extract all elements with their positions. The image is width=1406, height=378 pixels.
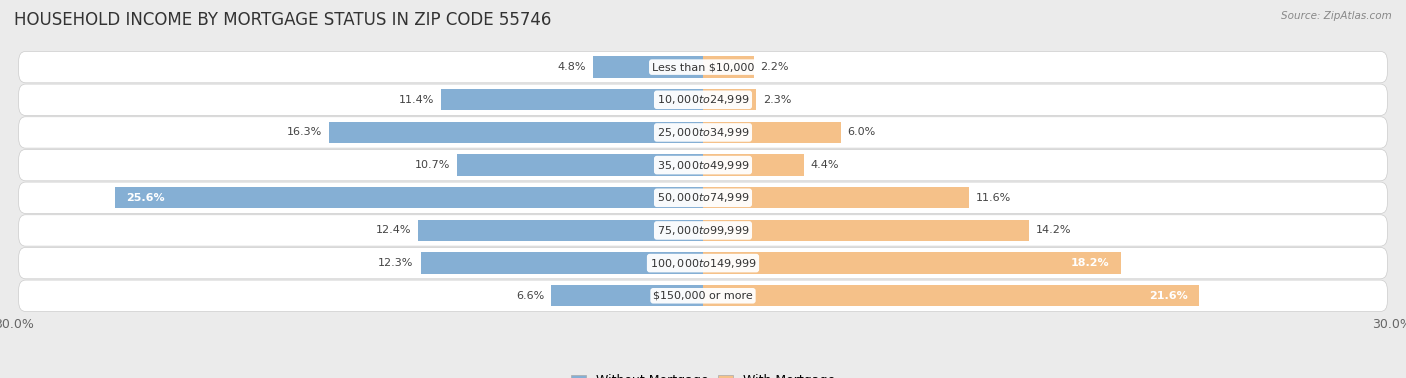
Bar bbox=[420, 253, 703, 274]
Text: 21.6%: 21.6% bbox=[1149, 291, 1188, 301]
FancyBboxPatch shape bbox=[18, 182, 1388, 214]
Text: 2.2%: 2.2% bbox=[761, 62, 789, 72]
Bar bbox=[551, 285, 703, 307]
Bar bbox=[115, 187, 703, 208]
Text: 11.4%: 11.4% bbox=[399, 95, 434, 105]
Text: Less than $10,000: Less than $10,000 bbox=[652, 62, 754, 72]
FancyBboxPatch shape bbox=[18, 51, 1388, 83]
Text: 10.7%: 10.7% bbox=[415, 160, 450, 170]
Bar bbox=[329, 122, 703, 143]
Text: 4.8%: 4.8% bbox=[557, 62, 586, 72]
Legend: Without Mortgage, With Mortgage: Without Mortgage, With Mortgage bbox=[565, 369, 841, 378]
Text: 6.6%: 6.6% bbox=[516, 291, 544, 301]
Text: 12.3%: 12.3% bbox=[378, 258, 413, 268]
FancyBboxPatch shape bbox=[18, 149, 1388, 181]
Bar bbox=[457, 155, 703, 176]
Text: 4.4%: 4.4% bbox=[811, 160, 839, 170]
FancyBboxPatch shape bbox=[18, 280, 1388, 311]
Text: HOUSEHOLD INCOME BY MORTGAGE STATUS IN ZIP CODE 55746: HOUSEHOLD INCOME BY MORTGAGE STATUS IN Z… bbox=[14, 11, 551, 29]
Bar bbox=[703, 220, 1029, 241]
Text: 12.4%: 12.4% bbox=[375, 225, 412, 235]
Text: $150,000 or more: $150,000 or more bbox=[654, 291, 752, 301]
Text: 14.2%: 14.2% bbox=[1036, 225, 1071, 235]
FancyBboxPatch shape bbox=[18, 117, 1388, 148]
FancyBboxPatch shape bbox=[18, 84, 1388, 115]
Text: 18.2%: 18.2% bbox=[1071, 258, 1109, 268]
Bar bbox=[703, 285, 1199, 307]
Text: Source: ZipAtlas.com: Source: ZipAtlas.com bbox=[1281, 11, 1392, 21]
Bar bbox=[703, 56, 754, 78]
FancyBboxPatch shape bbox=[18, 215, 1388, 246]
Text: $100,000 to $149,999: $100,000 to $149,999 bbox=[650, 257, 756, 270]
Text: 16.3%: 16.3% bbox=[287, 127, 322, 138]
FancyBboxPatch shape bbox=[18, 248, 1388, 279]
Text: 2.3%: 2.3% bbox=[762, 95, 792, 105]
Bar bbox=[703, 89, 756, 110]
Bar bbox=[441, 89, 703, 110]
Bar bbox=[703, 187, 969, 208]
Bar bbox=[703, 253, 1121, 274]
Bar bbox=[593, 56, 703, 78]
Text: 6.0%: 6.0% bbox=[848, 127, 876, 138]
Text: 11.6%: 11.6% bbox=[976, 193, 1011, 203]
Text: $10,000 to $24,999: $10,000 to $24,999 bbox=[657, 93, 749, 106]
Text: $35,000 to $49,999: $35,000 to $49,999 bbox=[657, 159, 749, 172]
Bar bbox=[418, 220, 703, 241]
Text: $75,000 to $99,999: $75,000 to $99,999 bbox=[657, 224, 749, 237]
Bar bbox=[703, 155, 804, 176]
Text: $25,000 to $34,999: $25,000 to $34,999 bbox=[657, 126, 749, 139]
Text: $50,000 to $74,999: $50,000 to $74,999 bbox=[657, 191, 749, 204]
Bar bbox=[703, 122, 841, 143]
Text: 25.6%: 25.6% bbox=[127, 193, 166, 203]
